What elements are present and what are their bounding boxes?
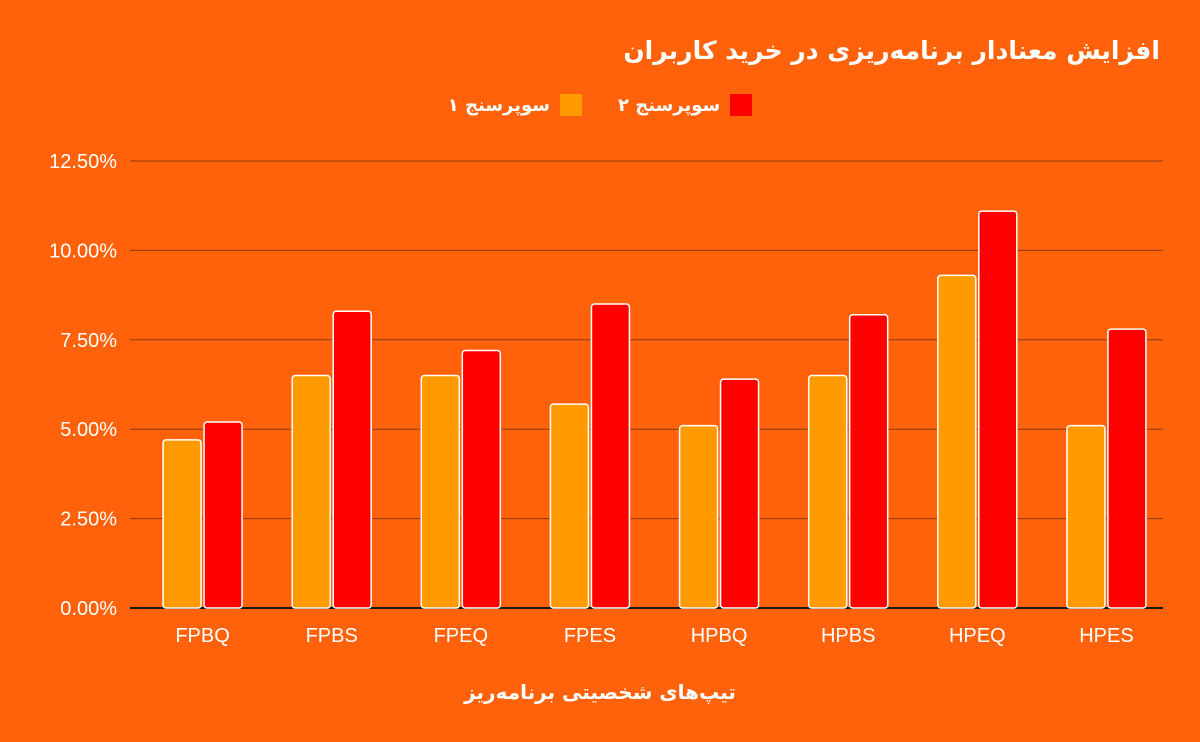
y-tick-label: 12.50%: [49, 151, 117, 173]
x-axis-label: تیپ‌های شخصیتی برنامه‌ریز: [464, 680, 736, 704]
bar-series-1-fpbq: [162, 439, 202, 609]
bar-series-1-hpbs: [807, 374, 848, 609]
legend-swatch-series-1: [560, 94, 582, 116]
x-tick-label-hpes: HPES: [1079, 625, 1133, 647]
bar-series-2-fpeq: [461, 349, 502, 609]
bar-series-1-fpeq: [420, 374, 461, 609]
legend-label-series-1: سوپرسنج ۱: [447, 94, 550, 116]
chart-legend: سوپرسنج ۲ سوپرسنج ۱: [0, 94, 1200, 116]
x-tick-label-fpbs: FPBS: [306, 625, 358, 647]
y-tick-label: 0.00%: [60, 598, 117, 620]
legend-item-series-2: سوپرسنج ۲: [618, 94, 753, 116]
x-tick-label-fpbq: FPBQ: [175, 625, 229, 647]
bar-series-2-fpbs: [332, 310, 372, 609]
bar-series-2-hpbs: [848, 314, 889, 609]
bar-series-1-fpes: [549, 403, 590, 609]
bar-series-1-hpbq: [678, 424, 719, 609]
bar-series-2-hpbq: [719, 378, 760, 609]
chart-title: افزایش معنادار برنامه‌ریزی در خرید کاربر…: [623, 36, 1160, 65]
y-tick-label: 5.00%: [60, 419, 117, 441]
x-tick-label-hpeq: HPEQ: [949, 625, 1006, 647]
bar-series-2-fpbq: [203, 421, 243, 609]
x-tick-label-fpeq: FPEQ: [434, 625, 488, 647]
y-tick-label: 2.50%: [60, 509, 117, 531]
bar-series-1-hpes: [1066, 424, 1106, 609]
legend-swatch-series-2: [730, 94, 753, 116]
x-tick-label-hpbs: HPBS: [821, 625, 875, 647]
x-tick-label-hpbq: HPBQ: [691, 625, 748, 647]
bar-series-1-fpbs: [291, 374, 331, 609]
bar-series-2-hpeq: [978, 210, 1018, 609]
bar-series-1-hpeq: [937, 274, 977, 609]
legend-label-series-2: سوپرسنج ۲: [618, 94, 721, 116]
legend-item-series-1: سوپرسنج ۱: [448, 94, 582, 116]
x-tick-label-fpes: FPES: [564, 625, 616, 647]
bar-series-2-fpes: [590, 303, 631, 609]
y-tick-label: 7.50%: [60, 330, 117, 352]
bar-series-2-hpes: [1107, 328, 1147, 609]
y-tick-label: 10.00%: [49, 240, 117, 262]
